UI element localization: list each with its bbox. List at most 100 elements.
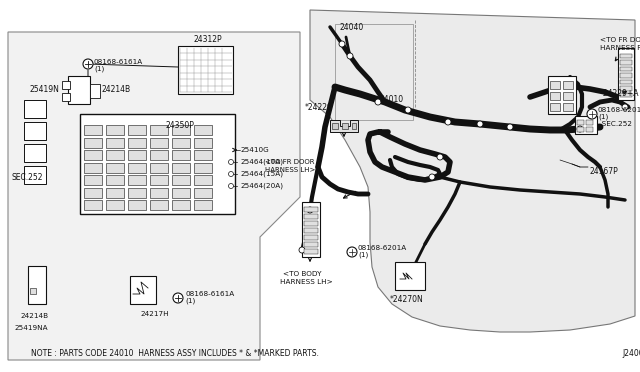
- Bar: [194, 150, 212, 160]
- Text: 24214B: 24214B: [102, 86, 131, 94]
- Bar: [302, 202, 320, 257]
- Bar: [106, 163, 124, 173]
- Bar: [150, 175, 168, 185]
- Text: 25464(15A): 25464(15A): [240, 171, 283, 177]
- Text: HARNESS RH>: HARNESS RH>: [600, 45, 640, 51]
- Bar: [150, 150, 168, 160]
- Text: -SEC.252: -SEC.252: [600, 121, 633, 127]
- Bar: [128, 163, 146, 173]
- Bar: [194, 163, 212, 173]
- Circle shape: [437, 154, 443, 160]
- Bar: [304, 235, 318, 240]
- Bar: [84, 138, 102, 148]
- Bar: [620, 93, 632, 97]
- Bar: [194, 138, 212, 148]
- Bar: [68, 76, 90, 104]
- Bar: [172, 163, 190, 173]
- Bar: [62, 93, 70, 101]
- Bar: [194, 175, 212, 185]
- Text: 25419N: 25419N: [30, 86, 60, 94]
- Bar: [620, 73, 632, 77]
- Bar: [150, 125, 168, 135]
- Bar: [620, 60, 632, 64]
- Text: 24167P: 24167P: [590, 167, 619, 176]
- Text: 24350P: 24350P: [165, 121, 194, 129]
- Bar: [130, 276, 156, 304]
- Circle shape: [477, 121, 483, 127]
- Bar: [84, 200, 102, 210]
- Bar: [28, 266, 46, 304]
- Text: SEC.252: SEC.252: [12, 173, 44, 182]
- Bar: [550, 81, 560, 89]
- Bar: [150, 187, 168, 198]
- Text: HARNESS LH>: HARNESS LH>: [280, 279, 333, 285]
- Bar: [550, 92, 560, 100]
- Bar: [150, 200, 168, 210]
- Bar: [304, 249, 318, 254]
- Bar: [178, 46, 233, 94]
- Bar: [575, 116, 597, 134]
- Text: (1): (1): [94, 66, 104, 72]
- Bar: [586, 120, 593, 125]
- Bar: [128, 138, 146, 148]
- Bar: [24, 122, 46, 140]
- Text: <TO FR DOOR: <TO FR DOOR: [600, 37, 640, 43]
- Circle shape: [83, 59, 93, 69]
- Text: HARNESS LH>: HARNESS LH>: [265, 167, 316, 173]
- Bar: [586, 127, 593, 132]
- Circle shape: [347, 53, 353, 59]
- Polygon shape: [8, 32, 300, 360]
- Bar: [577, 120, 584, 125]
- Circle shape: [622, 104, 628, 110]
- Circle shape: [375, 99, 381, 105]
- Bar: [106, 150, 124, 160]
- Text: 24040: 24040: [340, 22, 364, 32]
- Bar: [106, 175, 124, 185]
- Bar: [620, 80, 632, 84]
- Bar: [128, 200, 146, 210]
- Text: *24229+A: *24229+A: [600, 90, 639, 99]
- Circle shape: [228, 160, 234, 164]
- Text: *24270N: *24270N: [390, 295, 424, 305]
- Circle shape: [405, 107, 411, 113]
- Circle shape: [507, 124, 513, 130]
- Bar: [304, 228, 318, 233]
- Bar: [304, 214, 318, 219]
- Bar: [548, 76, 576, 114]
- Text: (1): (1): [358, 252, 368, 258]
- Bar: [24, 100, 46, 118]
- Bar: [620, 67, 632, 71]
- Bar: [194, 200, 212, 210]
- Circle shape: [173, 293, 183, 303]
- Bar: [106, 187, 124, 198]
- Text: 24312P: 24312P: [194, 35, 223, 44]
- Bar: [62, 81, 70, 89]
- Bar: [128, 125, 146, 135]
- Text: (1): (1): [598, 114, 608, 120]
- Text: 25464(10A): 25464(10A): [240, 159, 283, 165]
- Bar: [106, 125, 124, 135]
- Circle shape: [228, 171, 234, 176]
- Bar: [550, 103, 560, 111]
- Circle shape: [429, 174, 435, 180]
- Bar: [335, 24, 413, 120]
- Bar: [30, 288, 36, 294]
- Bar: [620, 54, 632, 58]
- Bar: [618, 48, 634, 100]
- Bar: [84, 150, 102, 160]
- Bar: [84, 163, 102, 173]
- Text: NOTE : PARTS CODE 24010  HARNESS ASSY INCLUDES * & *MARKED PARTS.: NOTE : PARTS CODE 24010 HARNESS ASSY INC…: [31, 350, 319, 359]
- Bar: [128, 187, 146, 198]
- Bar: [563, 92, 573, 100]
- Bar: [150, 163, 168, 173]
- Bar: [620, 86, 632, 90]
- Text: 24217H: 24217H: [140, 311, 168, 317]
- Circle shape: [307, 207, 313, 213]
- Bar: [194, 125, 212, 135]
- Bar: [84, 175, 102, 185]
- Circle shape: [587, 109, 597, 119]
- Polygon shape: [330, 120, 358, 132]
- Text: 25419NA: 25419NA: [14, 325, 47, 331]
- Bar: [395, 262, 425, 290]
- Text: *24229: *24229: [305, 103, 333, 112]
